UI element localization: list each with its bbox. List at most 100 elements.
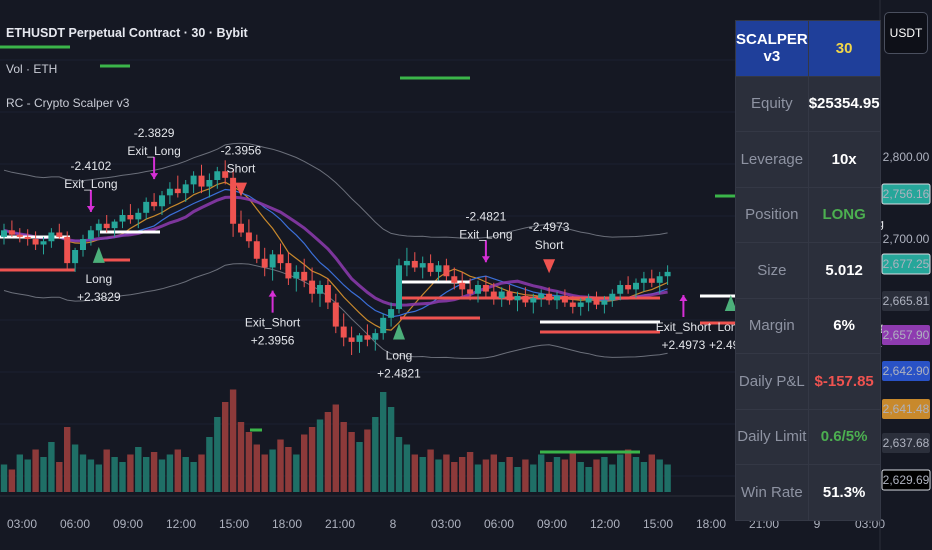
panel-row: Size 5.012 <box>735 242 881 299</box>
candle-body <box>332 302 339 327</box>
volume-bar <box>135 447 142 492</box>
volume-bar <box>348 432 355 492</box>
panel-key: Size <box>735 242 809 299</box>
signal-value: -2.4102 <box>71 159 112 173</box>
candle-body <box>593 298 600 305</box>
candle-body <box>443 265 450 277</box>
signal-type: Exit_Long <box>64 177 117 191</box>
volume-bar <box>64 427 71 492</box>
candle-body <box>475 285 481 294</box>
panel-value: 10x <box>807 131 881 188</box>
volume-bar <box>506 457 513 492</box>
candle-body <box>538 293 545 299</box>
time-tick-label: 15:00 <box>219 517 249 531</box>
volume-bar <box>301 434 308 492</box>
volume-bar <box>150 452 158 492</box>
candle-body <box>80 239 86 250</box>
short-arrow-icon <box>543 259 556 274</box>
volume-bar <box>372 417 379 492</box>
candle-body <box>111 221 118 229</box>
time-tick-label: 21:00 <box>325 517 355 531</box>
candle-body <box>617 285 624 294</box>
candle-body <box>135 212 142 220</box>
exit-long-arrow-icon <box>86 205 95 212</box>
volume-bar <box>40 457 47 492</box>
volume-bar <box>435 459 442 492</box>
volume-bar <box>403 444 411 492</box>
volume-bar <box>190 462 197 492</box>
volume-bar <box>111 457 118 492</box>
candle-body <box>206 180 213 187</box>
signal-value: +2.3829 <box>77 290 121 304</box>
signal-value: -2.4821 <box>466 209 507 223</box>
candle-body <box>640 278 647 283</box>
panel-value: 6% <box>807 297 881 354</box>
currency-button[interactable]: USDT <box>884 12 928 54</box>
candle-body <box>633 282 639 290</box>
candle-body <box>72 250 79 264</box>
volume-bar <box>569 452 576 492</box>
panel-value: LONG <box>807 186 881 243</box>
volume-bar <box>577 462 584 492</box>
panel-value: 0.6/5% <box>807 408 881 465</box>
volume-bar <box>601 457 608 492</box>
time-tick-label: 18:00 <box>272 517 302 531</box>
candle-body <box>16 234 23 237</box>
volume-bar <box>166 454 174 492</box>
time-tick-label: 03:00 <box>855 517 885 531</box>
volume-bar <box>16 454 23 492</box>
candle-body <box>24 236 31 240</box>
price-tag <box>881 469 931 491</box>
volume-bar <box>174 449 181 492</box>
candle-body <box>372 333 379 340</box>
panel-value: 30 <box>807 20 881 77</box>
candle-body <box>451 276 458 283</box>
candle-body <box>388 309 395 318</box>
exit-short-arrow-icon <box>268 290 277 297</box>
candle-body <box>56 232 63 237</box>
candle-body <box>87 230 94 240</box>
volume-bar <box>474 464 482 492</box>
candle-body <box>569 302 576 307</box>
volume-bar <box>285 447 292 492</box>
volume-bar <box>538 454 545 492</box>
volume-bar <box>87 459 95 492</box>
volume-bar <box>95 464 102 492</box>
candle-body <box>380 317 387 334</box>
candle-body <box>419 263 426 268</box>
candle-body <box>166 188 173 196</box>
volume-bar <box>237 422 245 492</box>
volume-bar <box>245 432 253 492</box>
time-tick-label: 03:00 <box>431 517 461 531</box>
candle-body <box>64 236 71 264</box>
candle-body <box>609 293 616 301</box>
signal-value: -2.3829 <box>134 126 175 140</box>
candle-body <box>324 285 331 303</box>
exit-short-arrow-icon <box>679 295 688 301</box>
candle-body <box>435 265 442 272</box>
candle-body <box>230 177 237 224</box>
volume-bar <box>0 464 8 492</box>
short-arrow-icon <box>235 182 247 197</box>
price-tick-label: 2,700.00 <box>883 232 930 246</box>
candle-body <box>664 271 671 277</box>
volume-bar <box>324 412 332 492</box>
volume-bar <box>632 457 640 492</box>
volume-bar <box>206 437 213 492</box>
candle-body <box>459 282 466 290</box>
candle-body <box>151 201 158 207</box>
volume-bar <box>229 389 237 492</box>
candle-body <box>301 271 308 281</box>
price-tag <box>882 325 930 345</box>
volume-bar <box>561 459 569 492</box>
candle-body <box>269 254 276 268</box>
exit-long-arrow-icon <box>150 173 159 180</box>
candle-body <box>348 337 355 342</box>
time-tick-label: 18:00 <box>696 517 726 531</box>
long-arrow-icon <box>724 295 737 311</box>
candle-body <box>174 188 181 194</box>
candle-body <box>293 271 300 279</box>
candle-body <box>546 293 553 301</box>
panel-row: Win Rate 51.3% <box>735 464 881 521</box>
volume-bar <box>158 459 166 492</box>
